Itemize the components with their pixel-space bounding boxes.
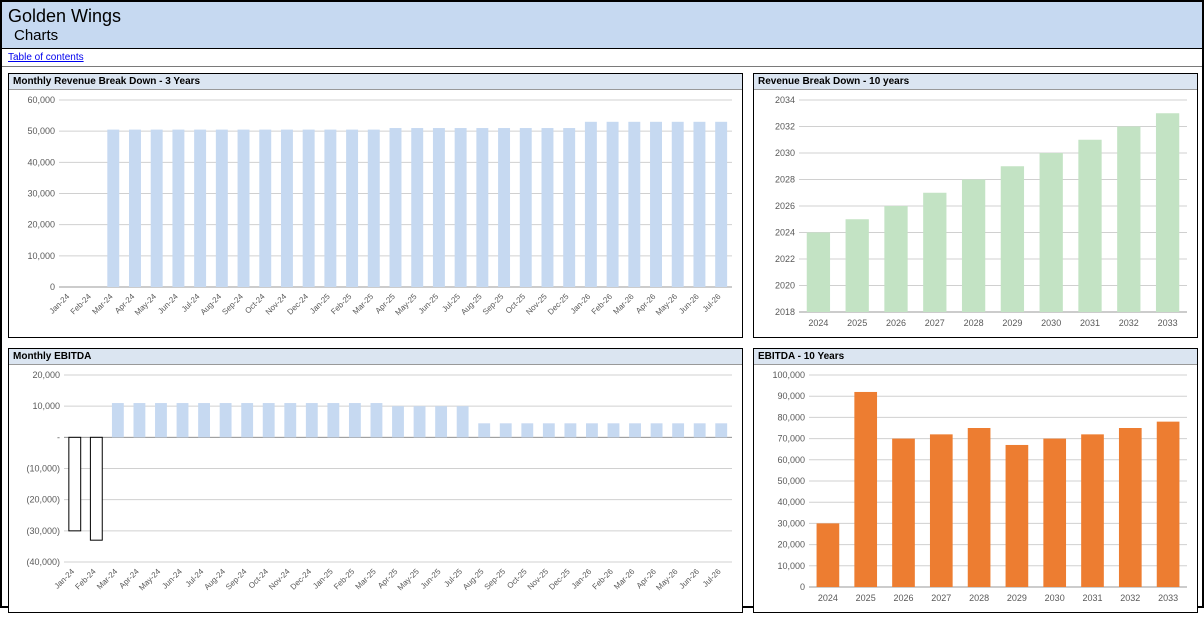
svg-text:60,000: 60,000 bbox=[777, 455, 805, 465]
svg-text:2028: 2028 bbox=[775, 175, 795, 185]
svg-text:2028: 2028 bbox=[964, 318, 984, 328]
svg-text:2025: 2025 bbox=[856, 593, 876, 603]
svg-text:2030: 2030 bbox=[775, 148, 795, 158]
svg-text:(40,000): (40,000) bbox=[26, 557, 60, 567]
svg-text:2025: 2025 bbox=[847, 318, 867, 328]
svg-text:2026: 2026 bbox=[893, 593, 913, 603]
svg-text:10,000: 10,000 bbox=[27, 251, 55, 261]
svg-text:2032: 2032 bbox=[1120, 593, 1140, 603]
svg-text:50,000: 50,000 bbox=[777, 476, 805, 486]
svg-text:2026: 2026 bbox=[775, 201, 795, 211]
svg-text:(10,000): (10,000) bbox=[26, 464, 60, 474]
svg-text:2030: 2030 bbox=[1045, 593, 1065, 603]
svg-text:(30,000): (30,000) bbox=[26, 526, 60, 536]
page-header: Golden Wings Charts bbox=[2, 2, 1202, 49]
panel-monthly-revenue: Monthly Revenue Break Down - 3 Years 0 10… bbox=[8, 73, 743, 338]
panel-title-revenue-10yr: Revenue Break Down - 10 years bbox=[754, 74, 1197, 90]
svg-text:40,000: 40,000 bbox=[777, 497, 805, 507]
svg-text:0: 0 bbox=[800, 582, 805, 592]
svg-text:2032: 2032 bbox=[1119, 318, 1139, 328]
panel-title-monthly-ebitda: Monthly EBITDA bbox=[9, 349, 742, 365]
chart-revenue-10yr: 2018 2020 2022 2024 2026 2028 2030 2032 2034 2024… bbox=[754, 90, 1197, 337]
svg-text:2033: 2033 bbox=[1158, 593, 1178, 603]
svg-text:80,000: 80,000 bbox=[777, 412, 805, 422]
svg-text:2028: 2028 bbox=[969, 593, 989, 603]
charts-grid: Monthly Revenue Break Down - 3 Years 0 10… bbox=[2, 67, 1202, 619]
svg-text:10,000: 10,000 bbox=[32, 401, 60, 411]
svg-text:2022: 2022 bbox=[775, 254, 795, 264]
svg-text:2024: 2024 bbox=[775, 228, 795, 238]
page-subtitle: Charts bbox=[14, 27, 1196, 44]
svg-text:20,000: 20,000 bbox=[777, 540, 805, 550]
svg-text:0: 0 bbox=[50, 282, 55, 292]
page-title: Golden Wings bbox=[8, 6, 1196, 27]
panel-title-monthly-revenue: Monthly Revenue Break Down - 3 Years bbox=[9, 74, 742, 90]
svg-text:2027: 2027 bbox=[931, 593, 951, 603]
svg-text:2031: 2031 bbox=[1082, 593, 1102, 603]
svg-text:2020: 2020 bbox=[775, 281, 795, 291]
toc-bar: Table of contents bbox=[2, 49, 1202, 67]
chart-monthly-ebitda: (40,000) (30,000) (20,000) (10,000) - 10,000 2… bbox=[9, 365, 742, 612]
svg-text:2018: 2018 bbox=[775, 307, 795, 317]
svg-text:2032: 2032 bbox=[775, 122, 795, 132]
svg-text:10,000: 10,000 bbox=[777, 561, 805, 571]
svg-text:20,000: 20,000 bbox=[32, 370, 60, 380]
svg-text:2033: 2033 bbox=[1158, 318, 1178, 328]
svg-text:2024: 2024 bbox=[808, 318, 828, 328]
svg-text:40,000: 40,000 bbox=[27, 157, 55, 167]
svg-text:20,000: 20,000 bbox=[27, 220, 55, 230]
chart-ebitda-10yr: 0 10,000 20,000 30,000 40,000 50,000 60,000 70,… bbox=[754, 365, 1197, 612]
svg-text:100,000: 100,000 bbox=[772, 370, 805, 380]
svg-text:2026: 2026 bbox=[886, 318, 906, 328]
svg-text:-: - bbox=[57, 432, 60, 442]
panel-monthly-ebitda: Monthly EBITDA (40,000)(30,000)(20,000)(… bbox=[8, 348, 743, 613]
svg-text:2024: 2024 bbox=[818, 593, 838, 603]
svg-text:2029: 2029 bbox=[1007, 593, 1027, 603]
panel-title-ebitda-10yr: EBITDA - 10 Years bbox=[754, 349, 1197, 365]
chart-monthly-revenue: 010,00020,00030,00040,00050,00060,000Jan… bbox=[9, 90, 742, 337]
svg-text:90,000: 90,000 bbox=[777, 391, 805, 401]
svg-text:60,000: 60,000 bbox=[27, 95, 55, 105]
svg-text:(20,000): (20,000) bbox=[26, 495, 60, 505]
panel-ebitda-10yr: EBITDA - 10 Years 0 10,000 20,000 30,000 40,… bbox=[753, 348, 1198, 613]
svg-text:70,000: 70,000 bbox=[777, 434, 805, 444]
svg-text:30,000: 30,000 bbox=[27, 189, 55, 199]
svg-text:30,000: 30,000 bbox=[777, 518, 805, 528]
svg-text:2030: 2030 bbox=[1041, 318, 1061, 328]
svg-text:2027: 2027 bbox=[925, 318, 945, 328]
panel-revenue-10yr: Revenue Break Down - 10 years 2018202020… bbox=[753, 73, 1198, 338]
svg-text:2031: 2031 bbox=[1080, 318, 1100, 328]
svg-text:50,000: 50,000 bbox=[27, 126, 55, 136]
svg-text:2034: 2034 bbox=[775, 95, 795, 105]
svg-text:2029: 2029 bbox=[1002, 318, 1022, 328]
table-of-contents-link[interactable]: Table of contents bbox=[8, 52, 84, 63]
